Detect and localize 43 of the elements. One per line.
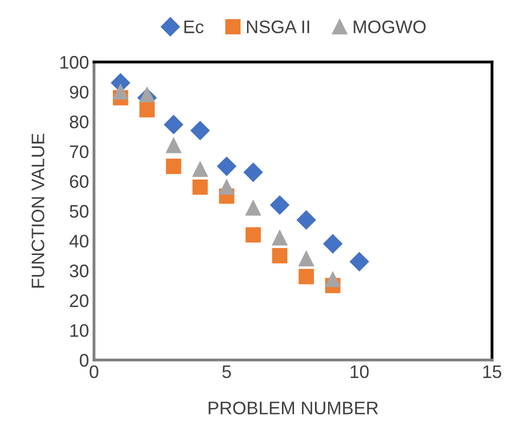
y-tick-label: 30 [70, 264, 88, 278]
point [325, 272, 340, 288]
point [166, 138, 182, 154]
y-tick-label: 70 [70, 145, 88, 158]
point [272, 230, 288, 246]
x-tick-label: 15 [483, 366, 502, 378]
point [164, 115, 184, 134]
y-tick-label: 80 [70, 116, 88, 128]
point [323, 234, 342, 254]
point [244, 162, 263, 182]
y-tick-label: 60 [70, 175, 88, 188]
point [217, 156, 236, 176]
x-tick-label: 10 [350, 365, 369, 378]
point [112, 84, 128, 100]
x-tick-label: 0 [90, 365, 98, 378]
y-tick-label: 10 [70, 324, 88, 337]
point [139, 87, 155, 102]
point [298, 268, 314, 284]
legend-label: NSGA II [247, 20, 310, 34]
y-tick-label: 100 [60, 56, 88, 69]
point [139, 102, 155, 118]
y-axis-title: FUNCTION VALUE [32, 134, 44, 288]
x-axis-title: PROBLEM NUMBER [208, 402, 378, 414]
point [190, 121, 210, 140]
point [246, 200, 261, 216]
y-tick-label: 90 [70, 86, 88, 99]
point [166, 158, 182, 174]
y-tick-label: 20 [70, 294, 88, 308]
point [192, 162, 208, 177]
point [270, 196, 290, 215]
x-tick-label: 5 [222, 366, 231, 378]
y-tick-label: 50 [70, 204, 88, 218]
point [246, 227, 261, 242]
point [350, 252, 369, 272]
y-tick-label: 40 [69, 234, 88, 248]
legend-label: Ec [184, 20, 204, 34]
point [192, 180, 208, 195]
point [298, 251, 314, 266]
point [272, 248, 288, 264]
point [219, 180, 234, 195]
point [296, 210, 316, 230]
legend-label: MOGWO [354, 20, 426, 34]
y-tick-label: 0 [80, 354, 88, 367]
